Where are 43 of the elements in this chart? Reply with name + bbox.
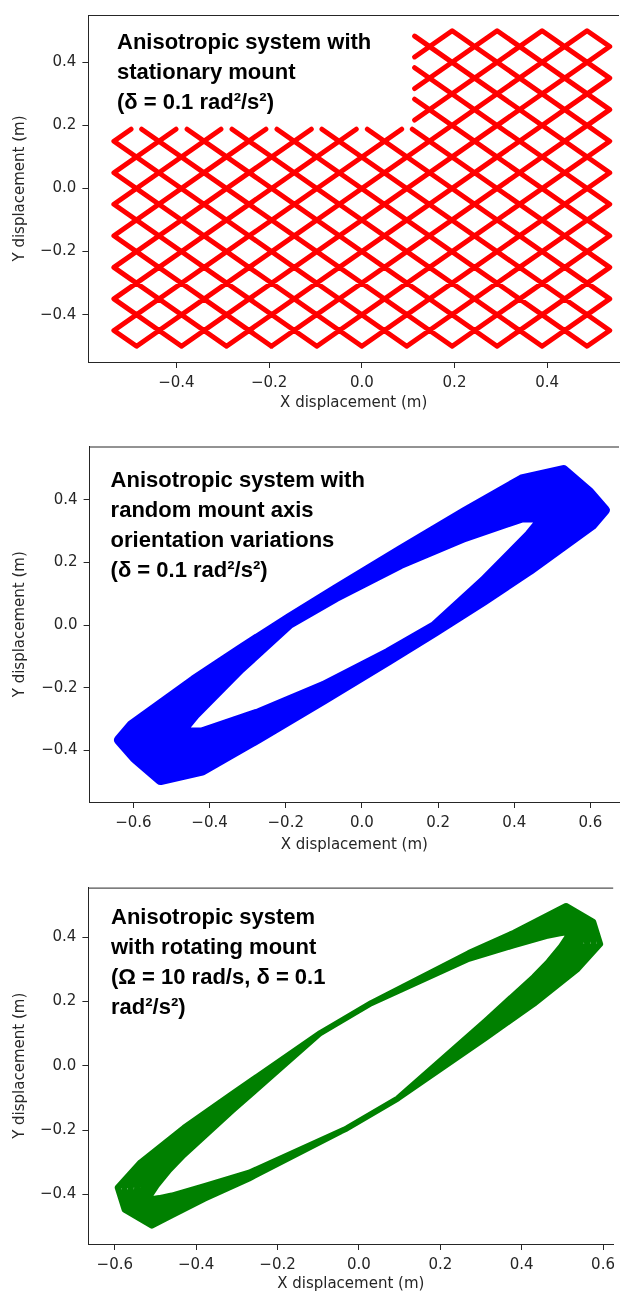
x-tick-label: 0.2 bbox=[428, 1254, 453, 1273]
x-tick-label: 0.6 bbox=[591, 1254, 615, 1273]
y-tick-label: −0.4 bbox=[39, 304, 77, 323]
x-tick-label: −0.6 bbox=[96, 1254, 134, 1273]
x-tick-label: 0.4 bbox=[535, 372, 560, 391]
y-axis-title: Y displacement (m) bbox=[9, 551, 28, 699]
y-tick-label: 0.2 bbox=[53, 552, 78, 571]
x-axis-title: X displacement (m) bbox=[280, 834, 428, 853]
x-tick-label: −0.2 bbox=[250, 372, 288, 391]
y-tick-label: 0.0 bbox=[52, 178, 77, 197]
y-tick-label: 0.0 bbox=[52, 1055, 77, 1074]
x-tick-label: 0.0 bbox=[347, 1254, 371, 1273]
y-tick-label: 0.4 bbox=[52, 52, 77, 71]
y-tick-label: 0.2 bbox=[52, 991, 77, 1010]
y-tick-label: −0.2 bbox=[39, 241, 77, 260]
x-axis-title: X displacement (m) bbox=[277, 1273, 425, 1292]
x-tick-label: −0.6 bbox=[115, 812, 152, 831]
x-tick-label: 0.6 bbox=[578, 812, 603, 831]
y-tick-label: −0.4 bbox=[41, 740, 78, 759]
y-tick-label: 0.4 bbox=[53, 489, 78, 508]
text: Anisotropic system with stationary mount (δ = 0.1 rad²/s²) bbox=[117, 28, 372, 116]
y-tick-label: −0.2 bbox=[39, 1119, 77, 1138]
x-tick-label: 0.4 bbox=[509, 1254, 534, 1273]
x-tick-label: 0.0 bbox=[349, 372, 374, 391]
x-tick-label: 0.2 bbox=[426, 812, 451, 831]
y-tick-label: 0.2 bbox=[52, 115, 77, 134]
y-tick-label: −0.4 bbox=[39, 1184, 77, 1203]
x-axis-title: X displacement (m) bbox=[280, 392, 428, 411]
x-tick-label: −0.4 bbox=[158, 372, 195, 391]
y-axis-title: Y displacement (m) bbox=[9, 992, 28, 1140]
x-tick-label: 0.0 bbox=[349, 812, 374, 831]
text: Anisotropic system with rotating mount (Ω = 10 rad/s, δ = 0.1 rad²/s²) bbox=[111, 903, 326, 1021]
x-tick-label: 0.4 bbox=[502, 812, 527, 831]
y-axis-title: Y displacement (m) bbox=[9, 115, 28, 263]
x-tick-label: −0.4 bbox=[177, 1254, 215, 1273]
x-tick-label: −0.2 bbox=[267, 812, 304, 831]
y-tick-label: −0.2 bbox=[41, 677, 78, 696]
text: Anisotropic system with random mount axis orientation variations (δ = 0.1 rad²/s²) bbox=[110, 466, 365, 584]
x-tick-label: −0.2 bbox=[259, 1254, 296, 1273]
y-tick-label: 0.4 bbox=[52, 927, 77, 946]
x-tick-label: 0.2 bbox=[442, 372, 467, 391]
x-tick-label: −0.4 bbox=[191, 812, 228, 831]
y-tick-label: 0.0 bbox=[53, 614, 78, 633]
